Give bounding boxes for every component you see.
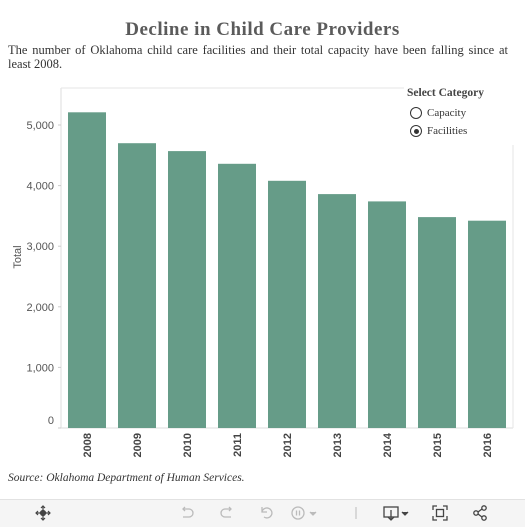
toolbar-divider bbox=[354, 504, 358, 527]
x-tick-label: 2010 bbox=[182, 433, 194, 457]
move-icon[interactable] bbox=[34, 504, 52, 527]
undo-icon[interactable] bbox=[178, 504, 196, 527]
y-tick-label: 2,000 bbox=[26, 302, 54, 314]
bar-2014[interactable] bbox=[368, 201, 406, 428]
y-tick-label: 5,000 bbox=[26, 120, 54, 132]
capacity-label: Capacity bbox=[427, 107, 467, 119]
bar-2008[interactable] bbox=[68, 112, 106, 429]
x-tick-label: 2014 bbox=[382, 432, 394, 457]
revert-icon[interactable] bbox=[258, 504, 276, 527]
bar-2013[interactable] bbox=[318, 194, 356, 428]
x-tick-label: 2016 bbox=[482, 433, 494, 457]
category-selector-title: Select Category bbox=[407, 87, 484, 99]
x-tick-label: 2013 bbox=[332, 433, 344, 457]
bar-2016[interactable] bbox=[468, 220, 506, 428]
source-note: Source: Oklahoma Department of Human Ser… bbox=[8, 472, 245, 484]
x-tick-label: 2012 bbox=[282, 433, 294, 457]
fullscreen-icon[interactable] bbox=[431, 504, 449, 527]
share-icon[interactable] bbox=[471, 504, 489, 527]
chart-title: Decline in Child Care Providers bbox=[125, 19, 400, 40]
category-selector: Select Category Capacity Facilities bbox=[404, 87, 514, 140]
facilities-radio[interactable] bbox=[410, 125, 422, 137]
pause-icon[interactable] bbox=[290, 504, 318, 527]
bars bbox=[68, 112, 506, 429]
x-tick-label: 2009 bbox=[132, 433, 144, 457]
chart-subtitle: The number of Oklahoma child care facili… bbox=[8, 43, 508, 71]
x-tick-label: 2011 bbox=[232, 433, 244, 457]
y-tick-label: 0 bbox=[48, 415, 54, 427]
download-icon[interactable] bbox=[382, 504, 410, 527]
y-axis-ticks: 0 1,000 2,000 3,000 4,000 5,000 bbox=[26, 120, 61, 429]
bar-2011[interactable] bbox=[218, 163, 256, 429]
y-tick-label: 1,000 bbox=[26, 362, 54, 374]
capacity-radio[interactable] bbox=[410, 107, 422, 119]
facilities-label: Facilities bbox=[427, 125, 468, 137]
bar-2012[interactable] bbox=[268, 180, 306, 428]
y-tick-label: 3,000 bbox=[26, 241, 54, 253]
redo-icon[interactable] bbox=[218, 504, 236, 527]
bar-2010[interactable] bbox=[168, 151, 206, 428]
bar-2015[interactable] bbox=[418, 217, 456, 428]
y-axis-label: Total bbox=[12, 245, 24, 268]
x-axis-ticks: 2008 2009 2010 2011 2012 2013 2014 2015 2016 bbox=[82, 432, 494, 457]
x-tick-label: 2015 bbox=[432, 433, 444, 457]
category-option-facilities[interactable]: Facilities bbox=[410, 122, 514, 140]
y-tick-label: 4,000 bbox=[26, 181, 54, 193]
x-tick-label: 2008 bbox=[82, 433, 94, 457]
bar-2009[interactable] bbox=[118, 143, 156, 428]
viz-toolbar bbox=[0, 499, 525, 527]
category-option-capacity[interactable]: Capacity bbox=[410, 104, 514, 122]
